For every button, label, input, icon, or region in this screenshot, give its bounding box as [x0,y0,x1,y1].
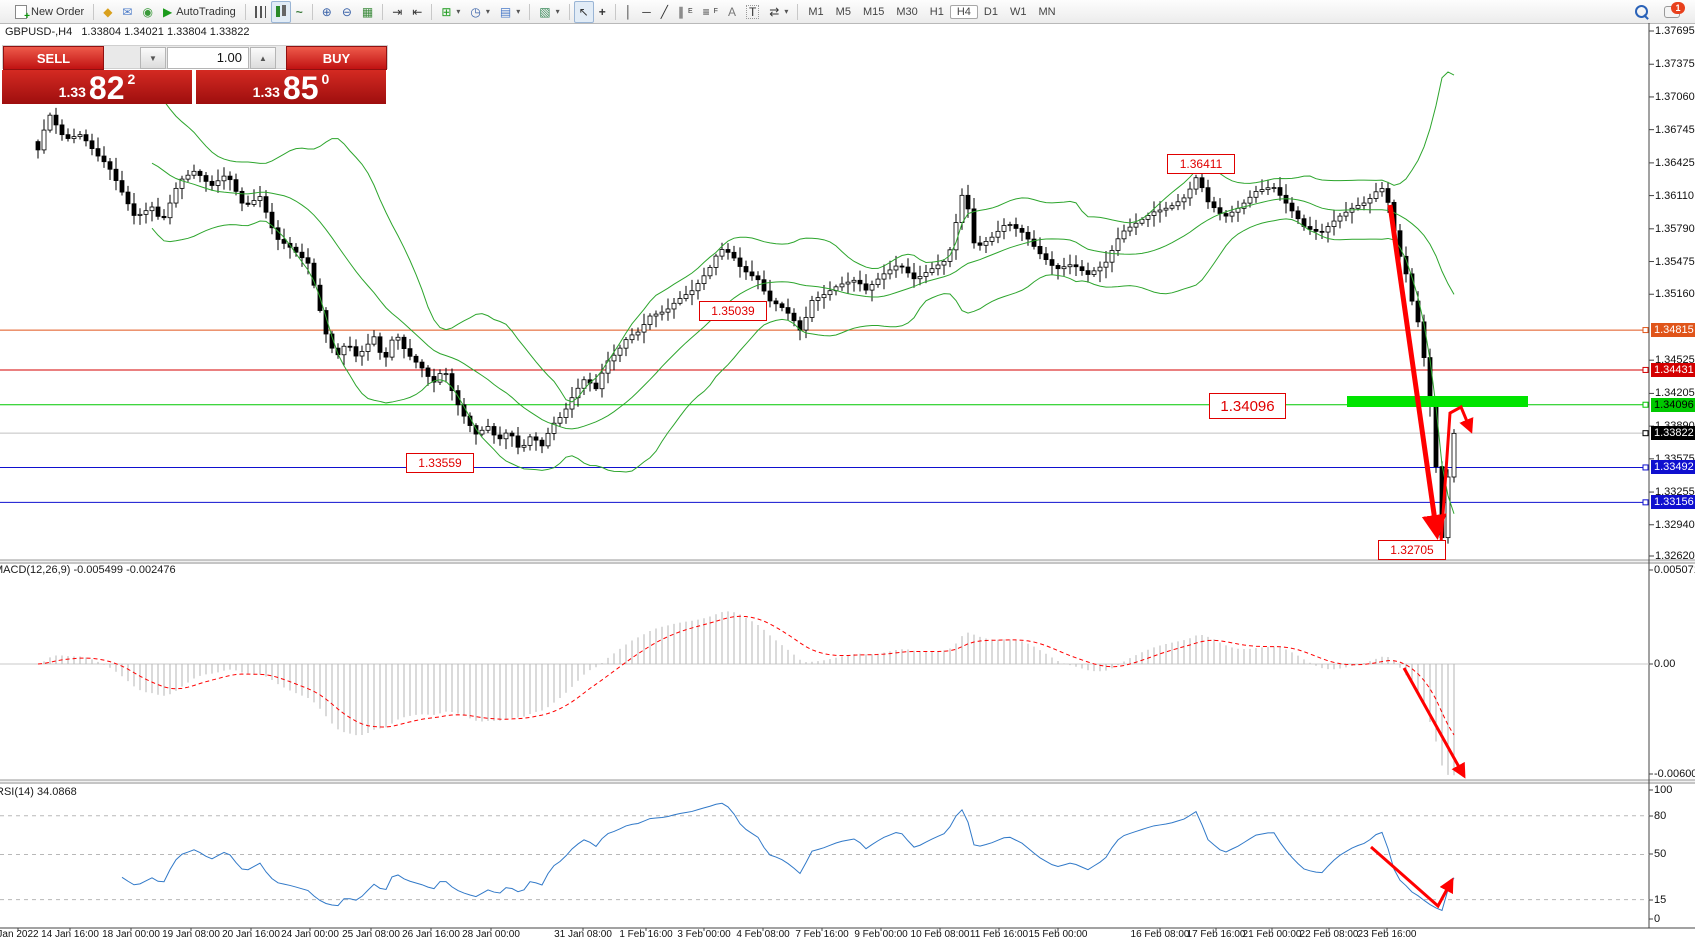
bid-price-panel[interactable]: 1.33 82 2 [2,70,192,104]
periods-button[interactable]: ◷ ▾ [470,4,490,19]
vline-icon: │ [624,4,633,19]
text-label-icon: T [745,4,760,19]
one-click-trading-panel: SELL ▼ 1.00 ▲ BUY 1.33 82 2 1.33 85 0 [2,45,388,104]
timeframe-W1[interactable]: W1 [1009,5,1027,18]
bid-prefix: 1.33 [58,84,86,100]
crosshair-button[interactable]: + [594,1,611,23]
new-order-button[interactable]: + New Order [10,1,89,23]
zoom-out-button[interactable]: ⊖ [337,1,357,23]
profiles-icon: ▧ [539,4,551,19]
trendline-button[interactable]: ╱ [656,1,673,23]
notification-badge: 1 [1671,1,1685,14]
template-icon: ▤ [499,4,512,19]
buy-button[interactable]: BUY [286,46,387,70]
ask-prefix: 1.33 [252,84,280,100]
text-label-button[interactable]: T [741,1,764,23]
cursor-button[interactable]: ↖ [573,0,594,23]
chart-shift-button[interactable]: ⇤ [407,1,427,23]
bid-big-digits: 82 [88,70,125,106]
alerts-icon: ◆ [103,4,113,19]
volume-decrease-button[interactable]: ▼ [140,47,166,69]
news-button[interactable]: ✉ [117,1,137,23]
volume-increase-button[interactable]: ▲ [250,47,276,69]
zoom-out-icon: ⊖ [341,4,352,19]
timeframe-M30[interactable]: M30 [896,5,918,18]
zoom-in-button[interactable]: ⊕ [317,1,337,23]
new-chart-icon: ⊞ [441,4,452,19]
fibonacci-icon: ≡ [702,4,710,19]
channel-button[interactable]: ∥ E [677,4,693,19]
candle-chart-icon [275,6,280,17]
signal-icon: ◉ [142,4,153,19]
timeframe-D1[interactable]: D1 [983,5,998,18]
notifications-button[interactable]: 1 [1659,1,1685,23]
new-order-label: New Order [31,5,85,18]
zoom-in-icon: ⊕ [321,4,332,19]
autotrading-icon: ▶ [162,4,173,19]
text-button[interactable]: A [723,1,741,23]
fibonacci-button[interactable]: ≡ F [702,4,718,19]
chat-bubble-icon: 1 [1664,1,1685,18]
timeframe-M15[interactable]: M15 [862,5,885,18]
tile-windows-icon: ▦ [361,4,374,19]
shapes-icon: ⇄ [769,4,780,19]
profiles-button[interactable]: ▧ ▾ [539,4,560,19]
ask-superscript: 0 [321,71,330,87]
toolbar: + New Order ◆ ✉ ◉ ▶ AutoTrading ~ ⊕ ⊖ ▦ … [0,0,1695,24]
bar-chart-icon [254,5,266,18]
timeframe-M5[interactable]: M5 [835,5,851,18]
crosshair-icon: + [598,4,606,19]
signals-button[interactable]: ◉ [137,1,157,23]
autotrading-button[interactable]: ▶ AutoTrading [158,1,241,23]
templates-button[interactable]: ▤ ▾ [499,4,521,19]
auto-scroll-button[interactable]: ⇥ [387,1,407,23]
vline-button[interactable]: │ [620,1,638,23]
alerts-button[interactable]: ◆ [98,1,117,23]
line-chart-button[interactable]: ~ [291,1,308,23]
sell-button[interactable]: SELL [3,46,104,70]
timeframe-H4[interactable]: H4 [949,4,978,19]
timeframe-M1[interactable]: M1 [808,5,824,18]
candle-chart-button[interactable] [270,0,291,23]
ask-price-panel[interactable]: 1.33 85 0 [196,70,386,104]
bid-superscript: 2 [127,71,136,87]
bar-chart-button[interactable] [250,1,271,23]
hline-icon: ─ [642,4,651,19]
cursor-icon: ↖ [578,4,589,19]
tile-windows-button[interactable]: ▦ [357,1,378,23]
channel-icon: ∥ [677,4,684,19]
timeframe-MN[interactable]: MN [1038,5,1056,18]
hline-button[interactable]: ─ [637,1,656,23]
new-order-icon: + [15,4,30,21]
timeframe-toolbar: M1 M5 M15 M30 H1 H4 D1 W1 MN [802,4,1061,19]
search-button[interactable] [1630,1,1653,23]
auto-scroll-icon: ⇥ [392,4,403,19]
clock-icon: ◷ [470,4,481,19]
text-icon: A [727,4,736,19]
line-chart-icon: ~ [295,4,303,19]
ask-big-digits: 85 [282,70,319,106]
trendline-icon: ╱ [660,4,668,19]
timeframe-H1[interactable]: H1 [929,5,944,18]
autotrading-label: AutoTrading [176,5,236,18]
volume-input[interactable]: 1.00 [167,47,249,69]
shapes-button[interactable]: ⇄ ▾ [769,4,789,19]
mail-icon: ✉ [122,4,133,19]
chart-shift-icon: ⇤ [412,4,423,19]
new-chart-button[interactable]: ⊞ ▾ [441,4,461,19]
search-icon [1635,5,1649,20]
